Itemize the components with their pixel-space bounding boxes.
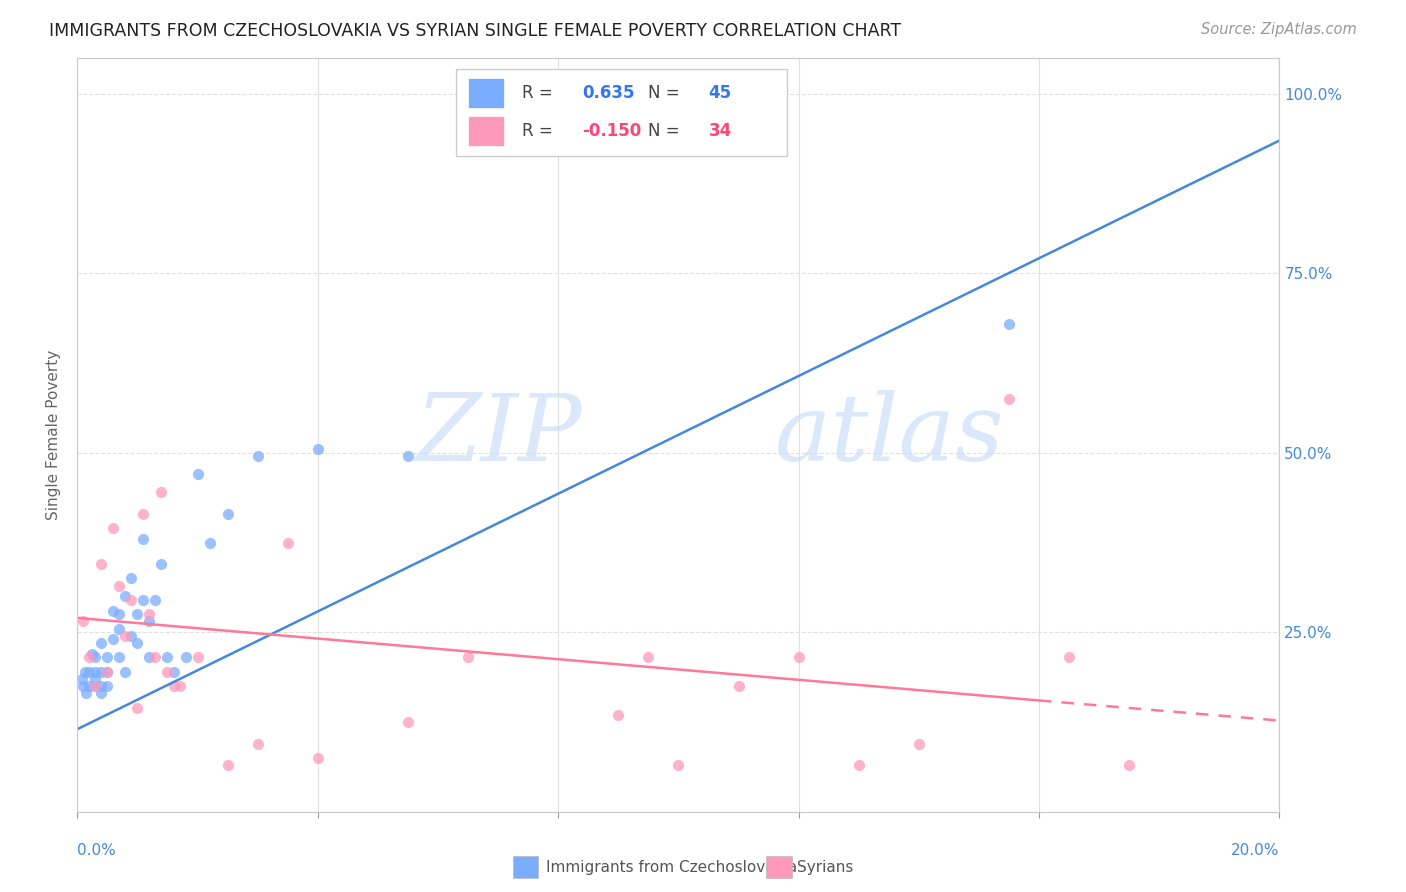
Point [187, 650, 209, 665]
Point [217, 507, 239, 521]
Text: Immigrants from Czechoslovakia: Immigrants from Czechoslovakia [546, 860, 797, 874]
Text: 0.635: 0.635 [582, 85, 634, 103]
Point [138, 607, 160, 622]
Text: Source: ZipAtlas.com: Source: ZipAtlas.com [1201, 22, 1357, 37]
Point [150, 557, 173, 571]
Text: 20.0%: 20.0% [1232, 843, 1279, 858]
Text: Syrians: Syrians [797, 860, 853, 874]
Point [132, 507, 155, 521]
Text: 0.0%: 0.0% [77, 843, 117, 858]
Point [73, 665, 96, 679]
Point [127, 700, 149, 714]
Point [84, 672, 107, 686]
Point [82, 647, 104, 661]
FancyBboxPatch shape [468, 78, 505, 109]
Text: N =: N = [648, 122, 685, 140]
Point [150, 485, 173, 500]
Point [70, 672, 93, 686]
Point [90, 636, 112, 650]
FancyBboxPatch shape [468, 116, 505, 146]
Point [114, 665, 136, 679]
Point [607, 707, 630, 722]
Point [145, 593, 167, 607]
Point [103, 632, 125, 647]
Point [79, 650, 101, 665]
Point [108, 650, 131, 665]
Point [96, 679, 118, 693]
Point [120, 571, 142, 585]
Point [132, 593, 155, 607]
Point [198, 535, 221, 549]
Point [396, 714, 419, 729]
Point [1057, 650, 1080, 665]
Point [174, 650, 197, 665]
Point [103, 604, 125, 618]
Point [108, 622, 131, 636]
Point [848, 758, 870, 772]
Point [120, 629, 142, 643]
Text: R =: R = [522, 122, 558, 140]
Point [145, 650, 167, 665]
Point [79, 679, 101, 693]
FancyBboxPatch shape [456, 70, 786, 156]
Point [908, 737, 931, 751]
Point [103, 521, 125, 535]
Point [246, 450, 269, 464]
Point [787, 650, 810, 665]
Point [84, 679, 107, 693]
Point [108, 607, 131, 622]
Text: 45: 45 [709, 85, 731, 103]
Point [162, 665, 184, 679]
Point [138, 615, 160, 629]
Point [457, 650, 479, 665]
Point [396, 450, 419, 464]
Text: R =: R = [522, 85, 558, 103]
Text: N =: N = [648, 85, 685, 103]
Point [668, 758, 690, 772]
Point [96, 650, 118, 665]
Point [90, 686, 112, 700]
Point [75, 686, 97, 700]
Point [96, 665, 118, 679]
Point [217, 758, 239, 772]
Point [169, 679, 191, 693]
Y-axis label: Single Female Poverty: Single Female Poverty [46, 350, 62, 520]
Text: 34: 34 [709, 122, 731, 140]
Point [307, 751, 329, 765]
Point [84, 650, 107, 665]
Text: IMMIGRANTS FROM CZECHOSLOVAKIA VS SYRIAN SINGLE FEMALE POVERTY CORRELATION CHART: IMMIGRANTS FROM CZECHOSLOVAKIA VS SYRIAN… [49, 22, 901, 40]
Point [90, 665, 112, 679]
Point [72, 615, 94, 629]
Point [162, 679, 184, 693]
Point [96, 665, 118, 679]
Point [156, 650, 179, 665]
Point [127, 607, 149, 622]
Point [132, 532, 155, 546]
Point [84, 679, 107, 693]
Point [637, 650, 659, 665]
Point [187, 467, 209, 482]
Point [90, 557, 112, 571]
Point [307, 442, 329, 457]
Text: atlas: atlas [775, 390, 1004, 480]
Point [277, 535, 299, 549]
Text: ZIP: ZIP [416, 390, 582, 480]
Point [246, 737, 269, 751]
Point [998, 392, 1021, 406]
Point [108, 579, 131, 593]
Point [114, 629, 136, 643]
Text: -0.150: -0.150 [582, 122, 641, 140]
Point [127, 636, 149, 650]
Point [79, 665, 101, 679]
Point [84, 665, 107, 679]
Point [1118, 758, 1140, 772]
Point [72, 679, 94, 693]
Point [114, 590, 136, 604]
Point [120, 593, 142, 607]
Point [727, 679, 749, 693]
Point [138, 650, 160, 665]
Point [998, 317, 1021, 331]
Point [90, 679, 112, 693]
Point [156, 665, 179, 679]
